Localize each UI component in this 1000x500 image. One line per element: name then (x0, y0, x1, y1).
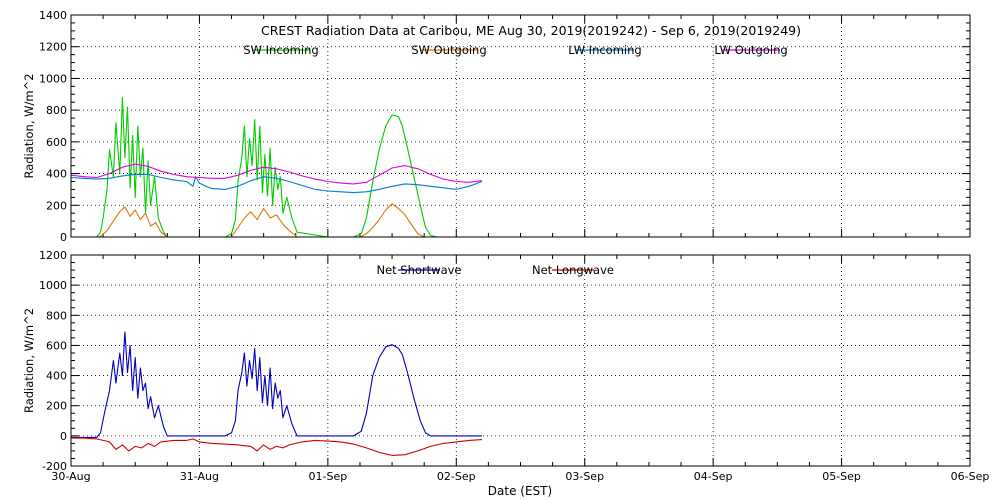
x-tick-label: 06-Sep (951, 470, 990, 483)
series-line-lw-incoming (70, 173, 483, 194)
bottom-series-lines (71, 331, 483, 456)
bottom-panel: -200 0 200 400 600 800 1000 1200 Radiation, W/m… (22, 249, 989, 498)
y-tick-label: 600 (46, 339, 67, 352)
y-tick-label: 1400 (39, 9, 67, 22)
x-tick-label: 03-Sep (565, 470, 604, 483)
y-tick-label: 400 (46, 168, 67, 181)
x-tick-label: 02-Sep (437, 470, 476, 483)
top-gridlines (71, 15, 970, 237)
legend-label: SW Outgoing (411, 43, 486, 57)
series-line-net-shortwave (71, 331, 482, 438)
series-line-sw-incoming (71, 96, 482, 238)
y-tick-label: 600 (46, 136, 67, 149)
series-line-lw-outgoing (70, 163, 483, 185)
bottom-plot-frame (70, 254, 971, 467)
x-tick-label: 05-Sep (822, 470, 861, 483)
x-axis-label: Date (EST) (488, 484, 552, 498)
y-tick-label: 200 (46, 400, 67, 413)
chart-title: CREST Radiation Data at Caribou, ME Aug … (261, 23, 801, 38)
top-y-axis-label: Radiation, W/m^2 (22, 73, 36, 178)
y-tick-label: -200 (42, 460, 67, 473)
y-tick-label: 1200 (39, 41, 67, 54)
series-line-sw-outgoing (71, 203, 482, 238)
x-tick-label: 30-Aug (51, 470, 90, 483)
top-plot-frame (70, 14, 971, 238)
bottom-axis-ticks: -200 0 200 400 600 800 1000 1200 (39, 249, 971, 473)
top-series-lines (70, 96, 483, 238)
top-panel: 0 200 400 600 800 1000 1200 1400 CREST Radiatio… (22, 9, 971, 244)
y-tick-label: 0 (60, 231, 67, 244)
bottom-gridlines (71, 255, 970, 466)
y-tick-label: 800 (46, 309, 67, 322)
y-tick-label: 200 (46, 199, 67, 212)
legend-label: LW Incoming (568, 43, 641, 57)
y-tick-label: 400 (46, 370, 67, 383)
x-tick-label: 01-Sep (309, 470, 348, 483)
y-tick-label: 1000 (39, 72, 67, 85)
y-tick-label: 800 (46, 104, 67, 117)
bottom-legend: Net Shortwave Net Longwave (376, 263, 614, 277)
x-tick-labels: 30-Aug 31-Aug 01-Sep 02-Sep 03-Sep 04-Sep 05-S… (51, 470, 989, 483)
x-tick-label: 04-Sep (694, 470, 733, 483)
legend-label: Net Longwave (532, 263, 614, 277)
series-line-net-longwave (71, 437, 483, 456)
y-tick-label: 1200 (39, 249, 67, 262)
top-legend: SW Incoming SW Outgoing LW Incoming LW Outg… (243, 43, 787, 57)
legend-label: Net Shortwave (376, 263, 461, 277)
x-tick-label: 31-Aug (180, 470, 219, 483)
legend-label: SW Incoming (243, 43, 318, 57)
bottom-y-axis-label: Radiation, W/m^2 (22, 308, 36, 413)
legend-label: LW Outgoing (714, 43, 787, 57)
y-tick-label: 0 (60, 430, 67, 443)
y-tick-label: 1000 (39, 279, 67, 292)
top-axis-ticks: 0 200 400 600 800 1000 1200 1400 (39, 9, 971, 244)
